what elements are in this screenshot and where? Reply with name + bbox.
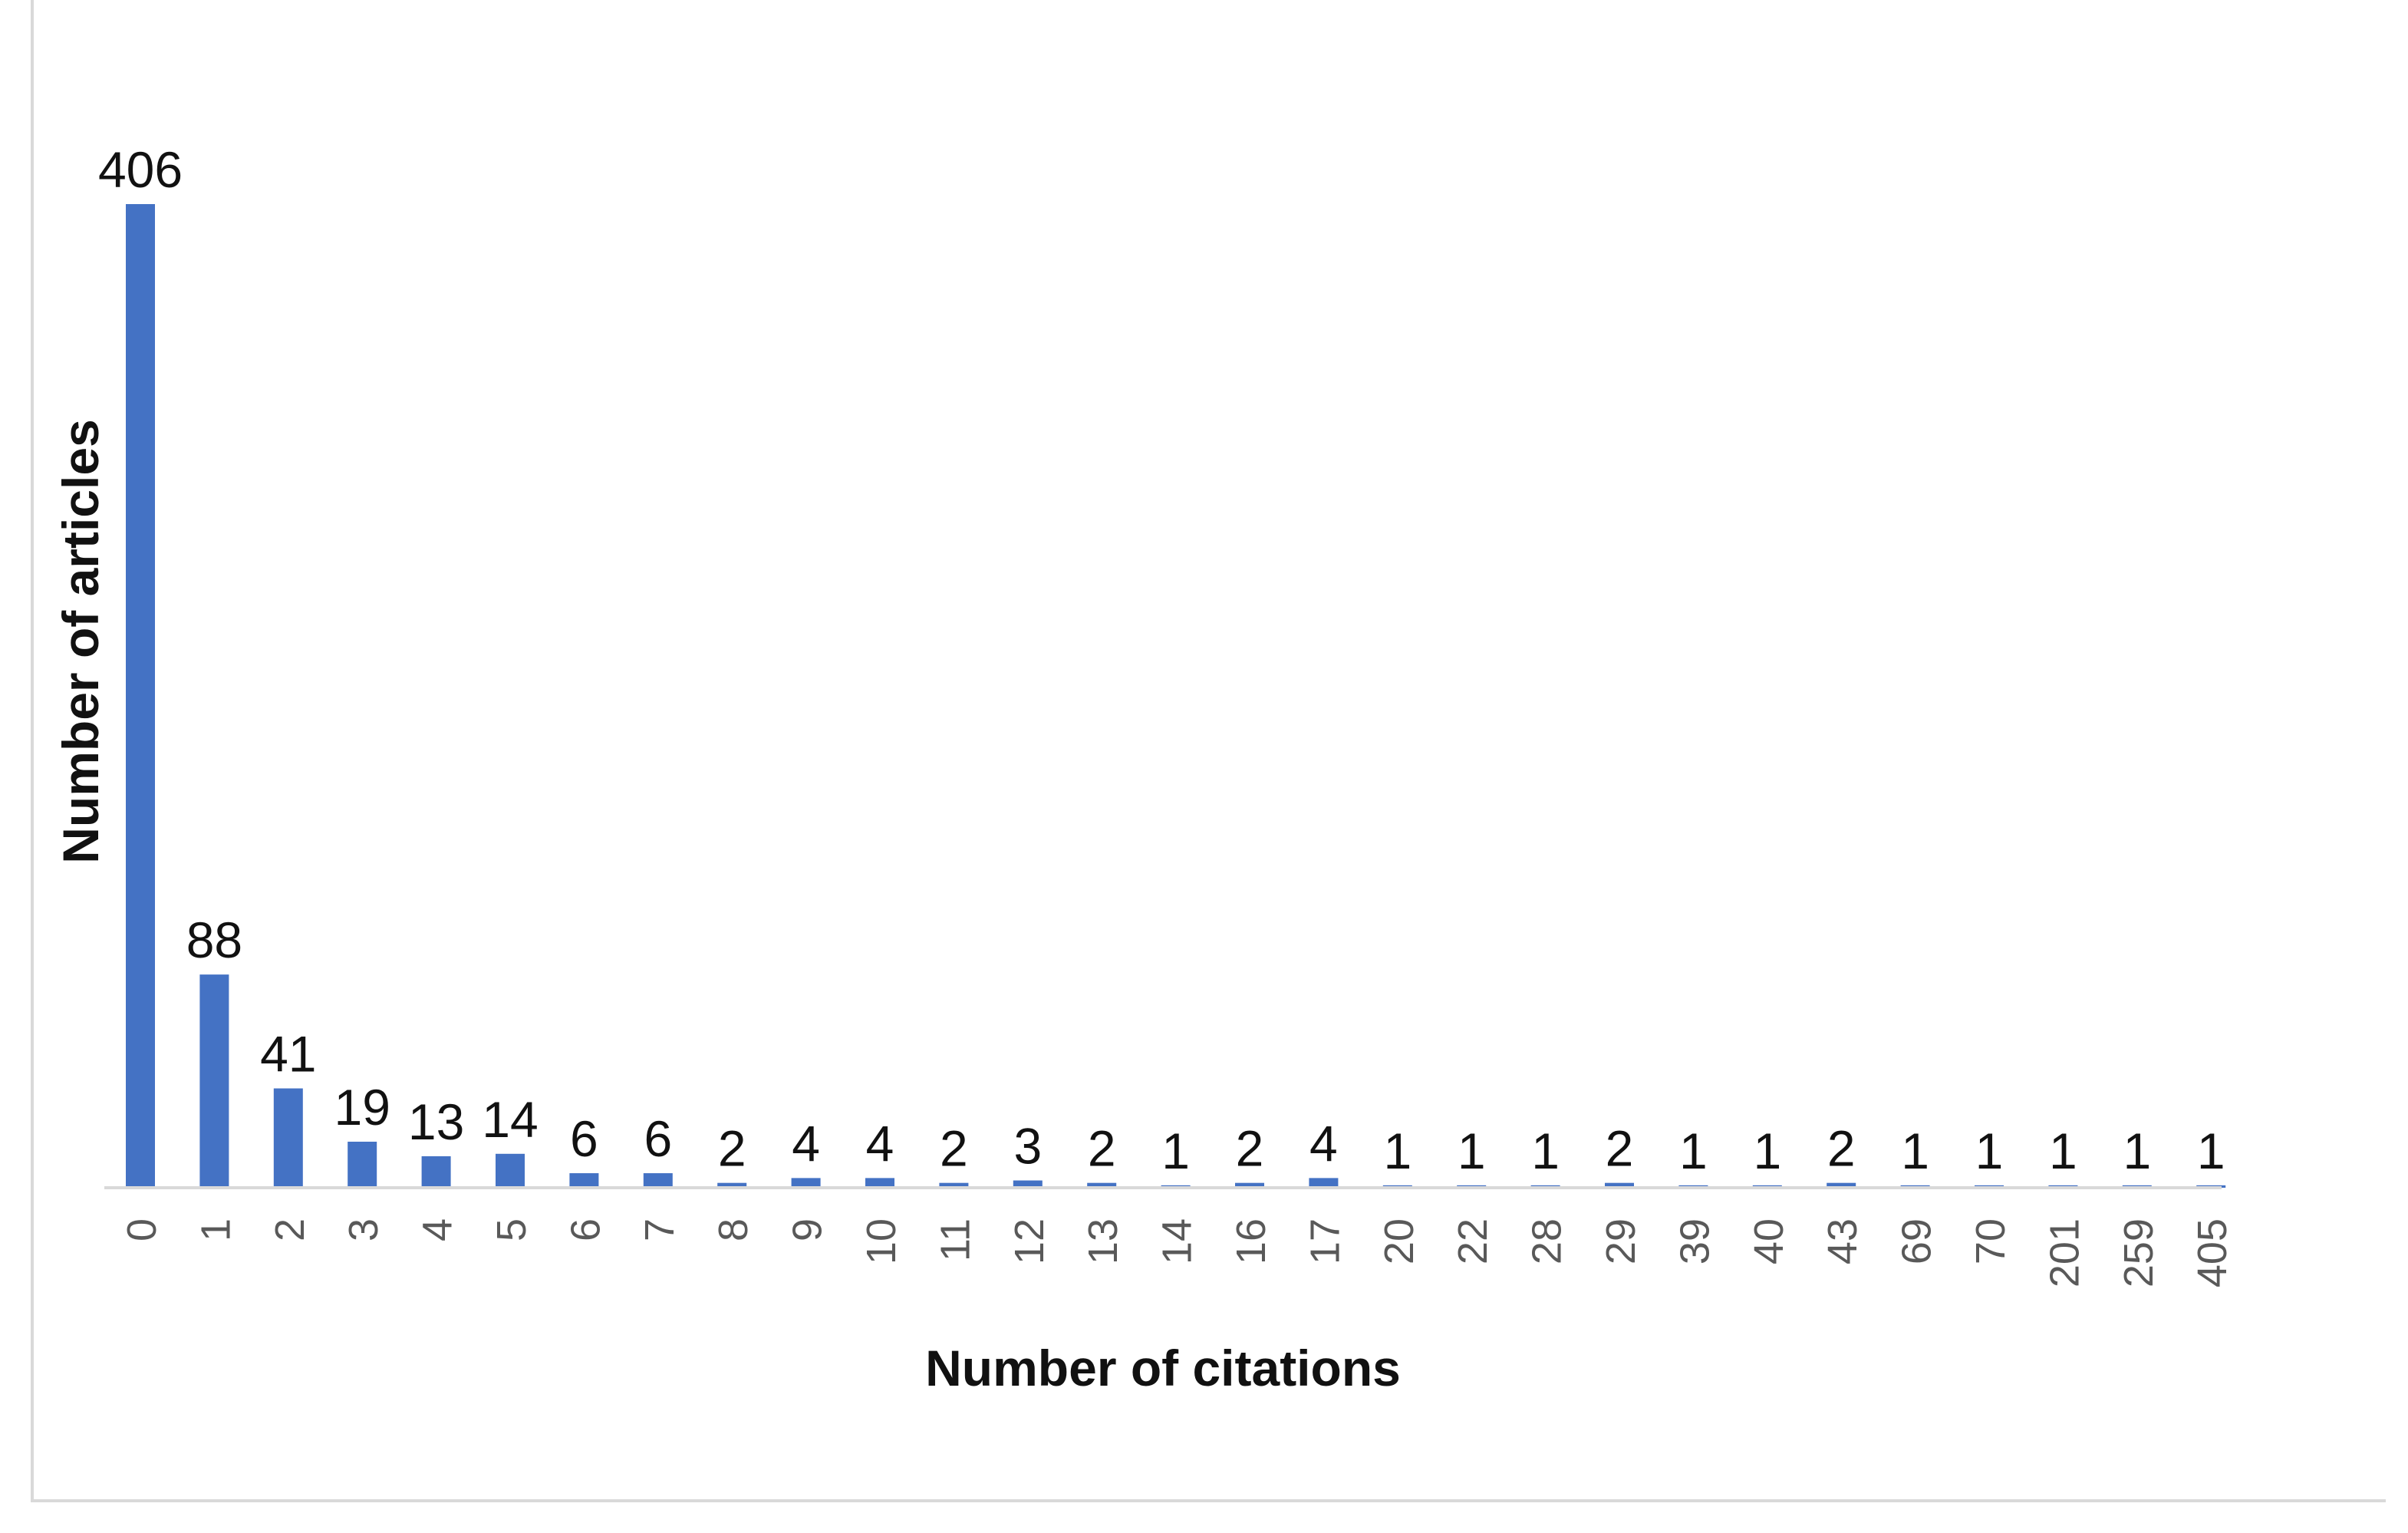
- x-tick-labels-group: 0 1 2 3 4 5 6 7 8 9 10 11 12 13 14 16 17 20 22 28 29 39 40 43 69…: [119, 1218, 2235, 1287]
- x-tick-label-9: 9: [785, 1218, 831, 1241]
- data-label-13: 2: [1088, 1120, 1116, 1177]
- x-tick-label-69: 69: [1894, 1218, 1940, 1264]
- x-tick-label-6: 6: [562, 1218, 608, 1241]
- x-tick-label-5: 5: [489, 1218, 535, 1241]
- x-tick-label-10: 10: [858, 1218, 904, 1264]
- x-tick-label-7: 7: [637, 1218, 683, 1241]
- data-label-17: 4: [1309, 1115, 1338, 1172]
- bar-6: [569, 1173, 599, 1188]
- data-label-2: 41: [260, 1026, 316, 1083]
- data-label-6: 6: [570, 1110, 598, 1167]
- x-tick-label-13: 13: [1080, 1218, 1126, 1264]
- x-tick-label-40: 40: [1746, 1218, 1792, 1264]
- x-tick-label-14: 14: [1155, 1218, 1201, 1264]
- data-label-11: 2: [940, 1120, 968, 1177]
- data-label-22: 1: [1458, 1123, 1486, 1179]
- x-tick-label-201: 201: [2041, 1218, 2087, 1287]
- data-label-70: 1: [1975, 1123, 2004, 1179]
- x-tick-label-2: 2: [267, 1218, 313, 1241]
- x-tick-label-12: 12: [1006, 1218, 1052, 1264]
- bar-8: [717, 1182, 747, 1188]
- data-label-4: 13: [408, 1093, 464, 1150]
- chart-frame: [31, 0, 2386, 1502]
- x-tick-label-11: 11: [932, 1218, 978, 1261]
- data-label-69: 1: [1901, 1123, 1929, 1179]
- data-label-5: 14: [482, 1091, 538, 1148]
- data-label-10: 4: [866, 1115, 894, 1172]
- data-label-405: 1: [2197, 1123, 2225, 1179]
- bar-5: [496, 1153, 525, 1188]
- data-label-0: 406: [98, 141, 183, 198]
- bar-4: [421, 1156, 451, 1188]
- bar-2: [273, 1088, 303, 1188]
- data-label-3: 19: [334, 1079, 390, 1136]
- x-tick-label-3: 3: [341, 1218, 387, 1241]
- bar-10: [865, 1178, 894, 1188]
- x-tick-label-16: 16: [1228, 1218, 1274, 1264]
- bar-12: [1013, 1180, 1043, 1188]
- x-tick-label-405: 405: [2189, 1218, 2235, 1287]
- bar-16: [1235, 1182, 1264, 1188]
- data-label-1: 88: [186, 912, 242, 968]
- bar-9: [791, 1178, 821, 1188]
- data-label-29: 2: [1606, 1120, 1634, 1177]
- x-tick-label-4: 4: [415, 1218, 461, 1241]
- data-label-16: 2: [1236, 1120, 1264, 1177]
- x-tick-label-22: 22: [1450, 1218, 1496, 1264]
- x-axis-title: Number of citations: [925, 1340, 1401, 1396]
- bar-3: [348, 1142, 377, 1188]
- bar-29: [1605, 1182, 1634, 1188]
- x-tick-label-259: 259: [2116, 1218, 2162, 1287]
- x-tick-label-29: 29: [1598, 1218, 1644, 1264]
- x-tick-label-39: 39: [1672, 1218, 1718, 1264]
- data-label-28: 1: [1531, 1123, 1560, 1179]
- bar-0: [126, 204, 155, 1188]
- data-label-201: 1: [2049, 1123, 2077, 1179]
- bar-13: [1087, 1182, 1117, 1188]
- x-tick-label-8: 8: [710, 1218, 756, 1241]
- bar-43: [1827, 1182, 1856, 1188]
- data-label-39: 1: [1679, 1123, 1708, 1179]
- x-tick-label-70: 70: [1968, 1218, 2014, 1264]
- x-tick-label-17: 17: [1302, 1218, 1348, 1264]
- bar-1: [199, 974, 229, 1188]
- data-label-9: 4: [792, 1115, 820, 1172]
- x-tick-label-20: 20: [1376, 1218, 1422, 1264]
- bar-17: [1309, 1178, 1339, 1188]
- data-label-259: 1: [2123, 1123, 2151, 1179]
- data-label-12: 3: [1013, 1118, 1042, 1175]
- data-label-8: 2: [718, 1120, 746, 1177]
- data-label-40: 1: [1753, 1123, 1781, 1179]
- data-label-7: 6: [644, 1110, 672, 1167]
- data-label-20: 1: [1383, 1123, 1412, 1179]
- bar-11: [939, 1182, 969, 1188]
- x-tick-label-28: 28: [1524, 1218, 1570, 1264]
- data-label-14: 1: [1161, 1123, 1190, 1179]
- data-label-43: 2: [1827, 1120, 1856, 1177]
- y-axis-title: Number of articles: [52, 419, 109, 864]
- x-tick-label-0: 0: [119, 1218, 165, 1241]
- bars-group: [126, 204, 2226, 1188]
- bar-7: [643, 1173, 673, 1188]
- x-tick-label-43: 43: [1820, 1218, 1866, 1264]
- x-tick-label-1: 1: [193, 1218, 239, 1241]
